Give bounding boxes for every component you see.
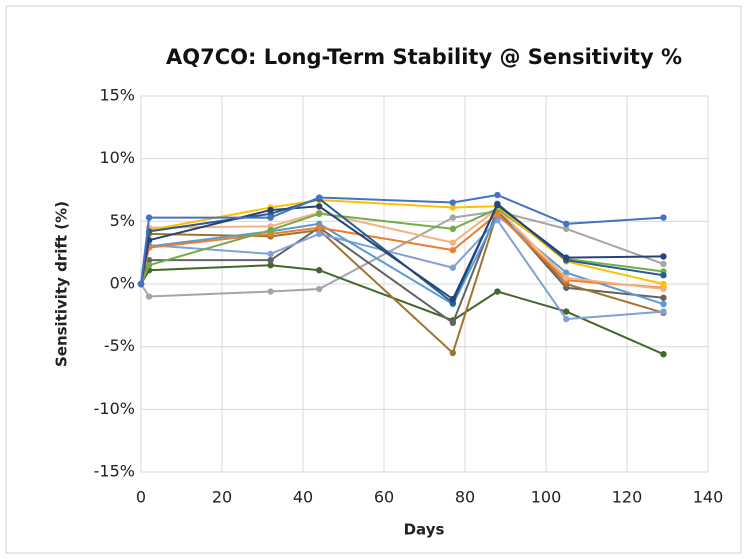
data-point	[660, 294, 667, 301]
x-tick-label: 80	[455, 488, 475, 507]
data-point	[316, 285, 323, 293]
data-point	[563, 308, 570, 315]
data-point	[267, 250, 274, 258]
data-point	[660, 300, 667, 308]
data-point	[316, 224, 323, 231]
data-point	[660, 260, 667, 268]
data-point	[316, 203, 323, 210]
x-tick-label: 120	[612, 488, 643, 507]
data-point	[267, 206, 274, 214]
series-line	[140, 207, 664, 291]
data-point	[449, 214, 457, 221]
series-line	[140, 199, 664, 285]
y-tick-label: 5%	[110, 211, 135, 230]
data-point	[660, 308, 667, 315]
x-tick-label: 60	[374, 488, 394, 507]
data-point	[267, 226, 274, 234]
data-point	[660, 280, 667, 288]
x-tick-label: 100	[531, 488, 562, 507]
series-line	[140, 212, 664, 289]
data-point	[449, 349, 457, 357]
data-point	[449, 264, 457, 271]
data-point	[449, 239, 457, 246]
y-tick-label: 10%	[99, 148, 135, 167]
data-point	[660, 272, 667, 279]
x-tick-label: 40	[293, 488, 313, 507]
data-point	[316, 210, 323, 218]
data-point	[316, 194, 323, 201]
plot-area: -15% -10% -5% 0% 5% 10% 15% 0 20 40 60 80 100 120 140	[94, 86, 724, 507]
data-point	[449, 199, 457, 206]
data-point	[316, 230, 323, 238]
chart-title: AQ7CO: Long-Term Stability @ Sensitivity…	[166, 45, 682, 69]
y-tick-label: 15%	[99, 86, 135, 105]
data-point	[494, 210, 501, 218]
data-point	[660, 214, 667, 221]
data-point	[660, 285, 667, 293]
series-line	[140, 203, 664, 301]
y-tick-label: -5%	[104, 336, 135, 355]
data-point	[137, 280, 145, 288]
series-line	[140, 213, 664, 306]
data-point	[494, 191, 501, 199]
x-tick-label: 20	[212, 488, 232, 507]
data-point	[563, 225, 570, 233]
data-point	[660, 350, 667, 358]
y-tick-label: 0%	[110, 274, 135, 293]
data-point	[449, 225, 457, 233]
x-tick-label: 0	[136, 488, 146, 507]
data-point	[563, 315, 570, 323]
data-point	[660, 253, 667, 260]
series-line	[140, 193, 664, 285]
series-line	[140, 264, 664, 356]
data-point	[267, 214, 274, 221]
data-point	[267, 262, 274, 269]
data-point	[145, 214, 153, 221]
data-point	[563, 274, 570, 281]
x-axis-label: Days	[404, 521, 445, 539]
data-point	[145, 262, 153, 269]
data-point	[563, 254, 570, 261]
data-point	[563, 220, 570, 228]
data-point	[494, 288, 501, 295]
data-point	[449, 295, 457, 303]
data-point	[449, 204, 457, 211]
data-point	[449, 246, 457, 254]
data-point	[145, 293, 153, 300]
y-tick-label: -10%	[94, 399, 135, 418]
y-tick-label: -15%	[94, 462, 135, 481]
y-axis-label: Sensitivity drift (%)	[53, 201, 71, 367]
data-point	[563, 269, 570, 276]
data-point	[316, 267, 323, 274]
series-line	[140, 197, 664, 305]
data-point	[267, 288, 274, 295]
x-tick-label: 140	[693, 488, 724, 507]
data-point	[494, 201, 501, 209]
data-point	[267, 256, 274, 264]
data-point	[449, 319, 457, 327]
